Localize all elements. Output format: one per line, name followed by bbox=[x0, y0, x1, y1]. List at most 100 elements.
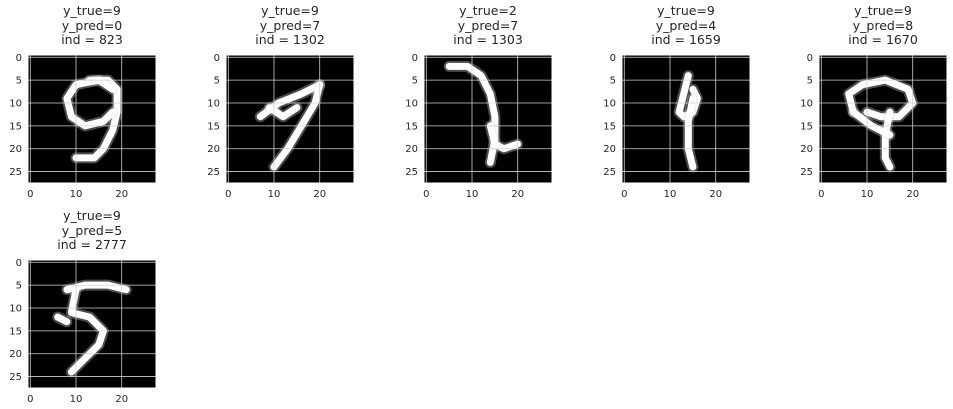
y-tick-label: 15 bbox=[9, 121, 22, 132]
x-tick-label: 20 bbox=[115, 394, 128, 405]
x-tick-label: 0 bbox=[225, 189, 231, 200]
y-tick-label: 0 bbox=[16, 53, 22, 64]
subplot-title: y_true=9 y_pred=0 ind = 823 bbox=[28, 3, 156, 48]
image-background bbox=[28, 55, 156, 183]
x-tick-label: 10 bbox=[861, 189, 874, 200]
subplot-panel: y_true=9 y_pred=7 ind = 1302 0 10 20 0 5 10 15 20 2… bbox=[193, 3, 373, 204]
x-tick-label: 0 bbox=[818, 189, 824, 200]
title-line: y_pred=8 bbox=[852, 17, 914, 33]
title-line: y_true=9 bbox=[63, 3, 121, 18]
y-tick-label: 0 bbox=[412, 53, 418, 64]
x-tick-label: 0 bbox=[27, 189, 33, 200]
digit-image-plot: 0 10 20 0 5 10 15 20 25 bbox=[207, 53, 355, 200]
title-line: ind = 823 bbox=[61, 32, 123, 47]
digit-image-plot: 0 10 20 0 5 10 15 20 25 bbox=[9, 258, 157, 405]
y-tick-label: 0 bbox=[807, 53, 813, 64]
subplot-panel: y_true=9 y_pred=8 ind = 1670 0 10 20 0 5 10 15 20 2… bbox=[786, 3, 953, 204]
x-tick-label: 0 bbox=[621, 189, 627, 200]
y-tick-label: 10 bbox=[9, 99, 22, 110]
subplot-title: y_true=9 y_pred=8 ind = 1670 bbox=[819, 3, 947, 48]
y-tick-label: 0 bbox=[16, 258, 22, 269]
subplot-title: y_true=9 y_pred=5 ind = 2777 bbox=[28, 208, 156, 253]
x-tick-label: 20 bbox=[709, 189, 722, 200]
x-tick-label: 20 bbox=[313, 189, 326, 200]
y-tick-label: 10 bbox=[207, 99, 220, 110]
y-tick-label: 20 bbox=[800, 144, 813, 155]
x-tick-label: 10 bbox=[70, 394, 83, 405]
subplot-title: y_true=2 y_pred=7 ind = 1303 bbox=[424, 3, 552, 48]
digit-stroke bbox=[881, 108, 894, 171]
y-tick-label: 25 bbox=[9, 372, 22, 383]
y-tick-label: 10 bbox=[405, 99, 418, 110]
axes-frame bbox=[818, 54, 948, 184]
axes-frame bbox=[225, 54, 355, 184]
y-tick-label: 5 bbox=[412, 76, 418, 87]
subplot-panel: y_true=9 y_pred=0 ind = 823 0 10 20 0 5 10 15 20 25 bbox=[0, 3, 175, 204]
title-line: y_pred=0 bbox=[61, 17, 123, 33]
subplot-panel: y_true=9 y_pred=4 ind = 1659 0 10 20 0 5 10 15 20 2… bbox=[589, 3, 769, 204]
y-tick-label: 10 bbox=[800, 99, 813, 110]
y-tick-label: 0 bbox=[214, 53, 220, 64]
y-tick-label: 5 bbox=[16, 76, 22, 87]
y-tick-label: 5 bbox=[610, 76, 616, 87]
x-tick-label: 10 bbox=[268, 189, 281, 200]
digit-stroke bbox=[63, 76, 117, 130]
axes-frame bbox=[27, 259, 157, 389]
y-tick-label: 5 bbox=[16, 281, 22, 292]
title-line: y_pred=7 bbox=[457, 17, 519, 33]
y-tick-label: 25 bbox=[207, 167, 220, 178]
digit-image-plot: 0 10 20 0 5 10 15 20 25 bbox=[9, 53, 157, 200]
x-tick-label: 0 bbox=[27, 394, 33, 405]
y-tick-label: 5 bbox=[807, 76, 813, 87]
title-line: y_true=9 bbox=[63, 208, 121, 223]
title-line: y_pred=4 bbox=[655, 17, 717, 33]
y-tick-label: 25 bbox=[9, 167, 22, 178]
subplot-panel: y_true=2 y_pred=7 ind = 1303 0 10 20 0 5 10 15 20 2… bbox=[391, 3, 571, 204]
y-tick-label: 5 bbox=[214, 76, 220, 87]
x-tick-label: 10 bbox=[664, 189, 677, 200]
y-tick-label: 25 bbox=[800, 167, 813, 178]
image-background bbox=[226, 55, 354, 183]
x-tick-label: 10 bbox=[70, 189, 83, 200]
title-line: y_true=2 bbox=[459, 3, 517, 18]
title-line: y_true=9 bbox=[854, 3, 912, 18]
y-tick-label: 20 bbox=[9, 144, 22, 155]
title-line: ind = 1303 bbox=[453, 32, 523, 47]
digit-stroke bbox=[72, 76, 121, 162]
x-tick-label: 0 bbox=[423, 189, 429, 200]
title-line: y_pred=7 bbox=[259, 17, 321, 33]
y-tick-label: 10 bbox=[603, 99, 616, 110]
y-tick-label: 10 bbox=[9, 304, 22, 315]
y-tick-label: 15 bbox=[405, 121, 418, 132]
title-line: ind = 1302 bbox=[255, 32, 325, 47]
digit-stroke bbox=[54, 313, 71, 326]
y-tick-label: 0 bbox=[610, 53, 616, 64]
y-tick-label: 15 bbox=[207, 121, 220, 132]
digit-image-plot: 0 10 20 0 5 10 15 20 25 bbox=[405, 53, 553, 200]
digit-stroke bbox=[684, 94, 697, 171]
digit-stroke bbox=[486, 122, 522, 153]
title-line: y_true=9 bbox=[261, 3, 319, 18]
title-line: ind = 1670 bbox=[848, 32, 918, 47]
y-tick-label: 15 bbox=[603, 121, 616, 132]
axes-frame bbox=[27, 54, 157, 184]
x-tick-label: 10 bbox=[466, 189, 479, 200]
y-tick-label: 25 bbox=[405, 167, 418, 178]
y-tick-label: 15 bbox=[800, 121, 813, 132]
x-tick-label: 20 bbox=[115, 189, 128, 200]
y-tick-label: 20 bbox=[405, 144, 418, 155]
y-tick-label: 20 bbox=[9, 349, 22, 360]
axes-frame bbox=[423, 54, 553, 184]
y-tick-label: 20 bbox=[207, 144, 220, 155]
digit-image-plot: 0 10 20 0 5 10 15 20 25 bbox=[603, 53, 751, 200]
x-tick-label: 20 bbox=[511, 189, 524, 200]
digit-stroke bbox=[675, 72, 701, 121]
y-tick-label: 25 bbox=[603, 167, 616, 178]
y-tick-label: 20 bbox=[603, 144, 616, 155]
subplot-title: y_true=9 y_pred=4 ind = 1659 bbox=[622, 3, 750, 48]
subplot-title: y_true=9 y_pred=7 ind = 1302 bbox=[226, 3, 354, 48]
digit-image-plot: 0 10 20 0 5 10 15 20 25 bbox=[800, 53, 948, 200]
title-line: ind = 1659 bbox=[651, 32, 721, 47]
subplot-panel: y_true=9 y_pred=5 ind = 2777 0 10 20 0 5 10 15 20 2… bbox=[0, 208, 175, 409]
y-tick-label: 15 bbox=[9, 326, 22, 337]
